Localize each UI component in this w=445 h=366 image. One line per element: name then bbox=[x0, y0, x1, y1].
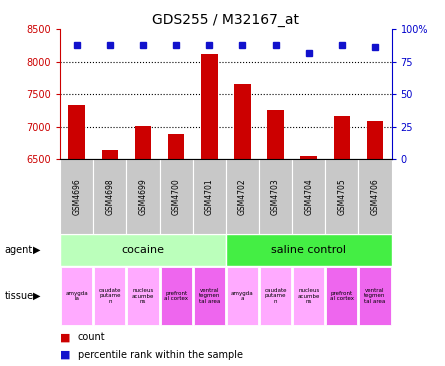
Text: saline control: saline control bbox=[271, 245, 346, 255]
Text: ventral
tegmen
tal area: ventral tegmen tal area bbox=[198, 288, 220, 304]
Bar bbox=[300, 156, 317, 159]
Bar bbox=[227, 267, 258, 325]
Text: GSM4699: GSM4699 bbox=[138, 178, 147, 215]
Bar bbox=[126, 159, 160, 234]
Bar bbox=[234, 84, 251, 159]
Text: prefront
al cortex: prefront al cortex bbox=[330, 291, 354, 301]
Text: nucleus
acumbe
ns: nucleus acumbe ns bbox=[298, 288, 320, 304]
Text: amygda
la: amygda la bbox=[65, 291, 88, 301]
Text: amygda
a: amygda a bbox=[231, 291, 254, 301]
Bar bbox=[60, 159, 93, 234]
Bar bbox=[226, 234, 392, 266]
Text: tissue: tissue bbox=[4, 291, 33, 301]
Bar bbox=[101, 150, 118, 159]
Text: ventral
tegmen
tal area: ventral tegmen tal area bbox=[364, 288, 386, 304]
Text: GSM4700: GSM4700 bbox=[172, 178, 181, 215]
Text: GSM4702: GSM4702 bbox=[238, 178, 247, 215]
Text: GSM4703: GSM4703 bbox=[271, 178, 280, 215]
Text: GSM4704: GSM4704 bbox=[304, 178, 313, 215]
Text: GSM4698: GSM4698 bbox=[105, 178, 114, 215]
Bar bbox=[61, 267, 92, 325]
Bar bbox=[259, 159, 292, 234]
Text: nucleus
acumbe
ns: nucleus acumbe ns bbox=[132, 288, 154, 304]
Bar bbox=[93, 159, 126, 234]
Bar bbox=[293, 267, 324, 325]
Bar bbox=[168, 134, 184, 159]
Bar bbox=[69, 105, 85, 159]
Bar bbox=[267, 111, 284, 159]
Bar bbox=[334, 116, 350, 159]
Text: GSM4706: GSM4706 bbox=[371, 178, 380, 215]
Bar bbox=[127, 267, 158, 325]
Text: ■: ■ bbox=[60, 350, 71, 360]
Bar bbox=[94, 267, 125, 325]
Bar bbox=[194, 267, 225, 325]
Bar bbox=[360, 267, 391, 325]
Bar bbox=[135, 126, 151, 159]
Text: prefront
al cortex: prefront al cortex bbox=[164, 291, 188, 301]
Bar bbox=[201, 54, 218, 159]
Bar bbox=[161, 267, 192, 325]
Bar bbox=[260, 267, 291, 325]
Text: caudate
putame
n: caudate putame n bbox=[264, 288, 287, 304]
Text: cocaine: cocaine bbox=[121, 245, 165, 255]
Text: ▶: ▶ bbox=[33, 245, 41, 255]
Bar bbox=[60, 234, 226, 266]
Text: agent: agent bbox=[4, 245, 32, 255]
Bar bbox=[193, 159, 226, 234]
Text: percentile rank within the sample: percentile rank within the sample bbox=[78, 350, 243, 360]
Bar bbox=[325, 159, 359, 234]
Text: ■: ■ bbox=[60, 332, 71, 342]
Text: GSM4696: GSM4696 bbox=[72, 178, 81, 215]
Text: GSM4701: GSM4701 bbox=[205, 178, 214, 215]
Text: ▶: ▶ bbox=[33, 291, 41, 301]
Bar bbox=[359, 159, 392, 234]
Bar bbox=[292, 159, 325, 234]
Bar bbox=[160, 159, 193, 234]
Title: GDS255 / M32167_at: GDS255 / M32167_at bbox=[152, 13, 299, 27]
Text: GSM4705: GSM4705 bbox=[337, 178, 346, 215]
Bar bbox=[326, 267, 357, 325]
Text: count: count bbox=[78, 332, 105, 342]
Bar bbox=[226, 159, 259, 234]
Bar bbox=[367, 121, 383, 159]
Text: caudate
putame
n: caudate putame n bbox=[98, 288, 121, 304]
